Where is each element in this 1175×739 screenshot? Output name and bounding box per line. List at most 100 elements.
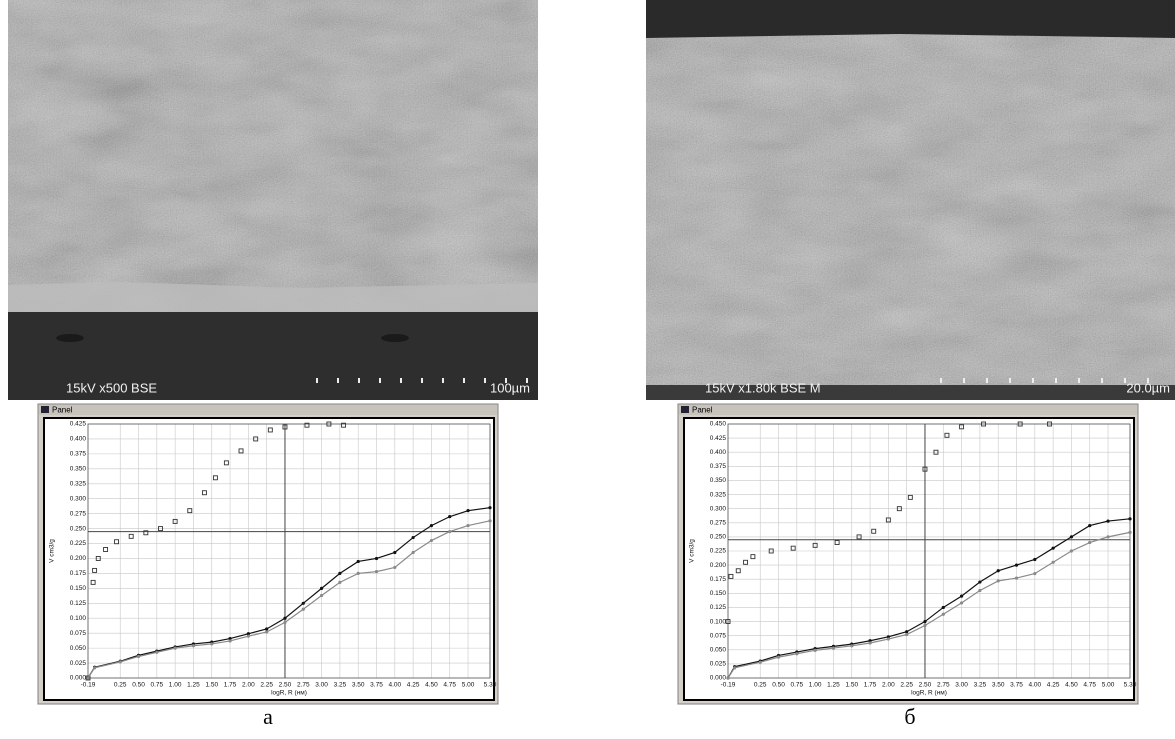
data-point — [172, 518, 178, 524]
data-point — [374, 570, 379, 574]
x-tick-label: 0.25 — [114, 682, 127, 689]
data-point — [1069, 535, 1074, 539]
data-point — [905, 630, 909, 634]
data-point — [191, 644, 196, 648]
y-tick-label: 0.050 — [710, 646, 727, 653]
y-tick-label: 0.000 — [70, 675, 87, 682]
data-point — [831, 646, 836, 650]
x-axis-label: logR, R (нм) — [271, 690, 307, 697]
data-point — [114, 539, 120, 545]
y-tick-label: 0.325 — [710, 491, 727, 498]
data-point — [246, 632, 250, 636]
y-tick-label: 0.275 — [710, 519, 727, 526]
data-point — [393, 565, 397, 570]
data-point — [886, 635, 890, 639]
y-tick-label: 0.175 — [710, 576, 727, 583]
y-tick-label: 0.225 — [710, 548, 727, 555]
data-point — [944, 432, 950, 438]
x-tick-label: 3.75 — [370, 682, 383, 689]
data-point — [201, 490, 207, 496]
sem-image: 15kV x500 BSE 100µm — [8, 0, 538, 400]
data-point — [265, 627, 269, 631]
y-tick-label: 0.300 — [70, 495, 87, 502]
data-point — [228, 636, 232, 641]
data-point — [959, 424, 965, 430]
x-tick-label: 0.50 — [132, 682, 145, 689]
y-tick-label: 0.000 — [710, 675, 727, 682]
data-point — [86, 676, 90, 680]
x-tick-label: 1.00 — [169, 682, 182, 689]
data-point — [223, 460, 229, 466]
data-point — [732, 666, 737, 670]
y-tick-label: 0.125 — [710, 604, 727, 611]
window-icon — [41, 406, 49, 413]
scale-label: 100µm — [490, 380, 530, 395]
title-bar — [679, 405, 1137, 415]
x-tick-label: 4.25 — [407, 682, 420, 689]
y-tick-label: 0.050 — [70, 645, 87, 652]
data-point — [228, 639, 232, 643]
data-point — [941, 605, 945, 610]
y-tick-label: 0.350 — [70, 466, 87, 473]
data-point — [886, 637, 890, 641]
y-tick-label: 0.025 — [70, 660, 87, 667]
y-tick-label: 0.250 — [70, 525, 87, 532]
data-point — [448, 529, 452, 534]
y-tick-label: 0.425 — [70, 421, 87, 428]
data-point — [1106, 519, 1110, 523]
x-tick-label: 0.75 — [151, 682, 164, 689]
data-point — [871, 528, 877, 534]
x-tick-label: 3.50 — [352, 682, 365, 689]
x-tick-label: 2.00 — [242, 682, 255, 689]
data-point — [885, 517, 891, 523]
x-tick-label: 2.00 — [882, 682, 895, 689]
y-tick-label: 0.150 — [710, 590, 727, 597]
data-point — [922, 466, 928, 472]
y-tick-label: 0.450 — [710, 421, 727, 428]
data-point — [726, 676, 730, 680]
data-point — [85, 675, 91, 681]
x-axis-label: logR, R (нм) — [911, 690, 947, 697]
y-axis-label: V cm3/g — [49, 539, 56, 563]
data-point — [92, 666, 97, 670]
y-tick-label: 0.125 — [70, 600, 87, 607]
x-tick-label: -0.19 — [81, 682, 96, 689]
data-point — [341, 422, 347, 428]
data-point — [743, 559, 749, 565]
data-point — [868, 641, 872, 645]
data-point — [304, 422, 310, 428]
y-tick-label: 0.200 — [70, 555, 87, 562]
x-tick-label: 3.75 — [1010, 682, 1023, 689]
data-point — [429, 524, 434, 528]
data-point — [128, 533, 134, 539]
data-point — [246, 634, 250, 638]
y-tick-label: 0.075 — [710, 632, 727, 639]
data-point — [158, 526, 163, 532]
data-point — [466, 524, 470, 528]
x-tick-label: 2.50 — [919, 682, 932, 689]
data-point — [319, 593, 324, 598]
x-tick-label: 0.25 — [754, 682, 767, 689]
y-tick-label: 0.100 — [70, 615, 87, 622]
data-point — [143, 530, 149, 536]
data-point — [301, 607, 305, 611]
data-point — [95, 556, 101, 561]
data-point — [996, 569, 1000, 573]
data-point — [856, 534, 862, 540]
data-point — [1128, 530, 1132, 534]
data-point — [750, 554, 756, 560]
data-point — [1047, 421, 1052, 427]
data-point — [1014, 576, 1019, 580]
data-point — [173, 646, 177, 650]
x-tick-label: 1.00 — [809, 682, 822, 689]
data-point — [941, 612, 945, 616]
x-tick-label: 1.50 — [205, 682, 218, 689]
y-tick-label: 0.400 — [70, 436, 87, 443]
x-tick-label: 4.50 — [1065, 682, 1078, 689]
data-point — [319, 586, 324, 590]
data-point — [790, 545, 796, 551]
x-tick-label: 3.25 — [974, 682, 987, 689]
data-point — [907, 494, 913, 500]
data-point — [1069, 549, 1074, 553]
